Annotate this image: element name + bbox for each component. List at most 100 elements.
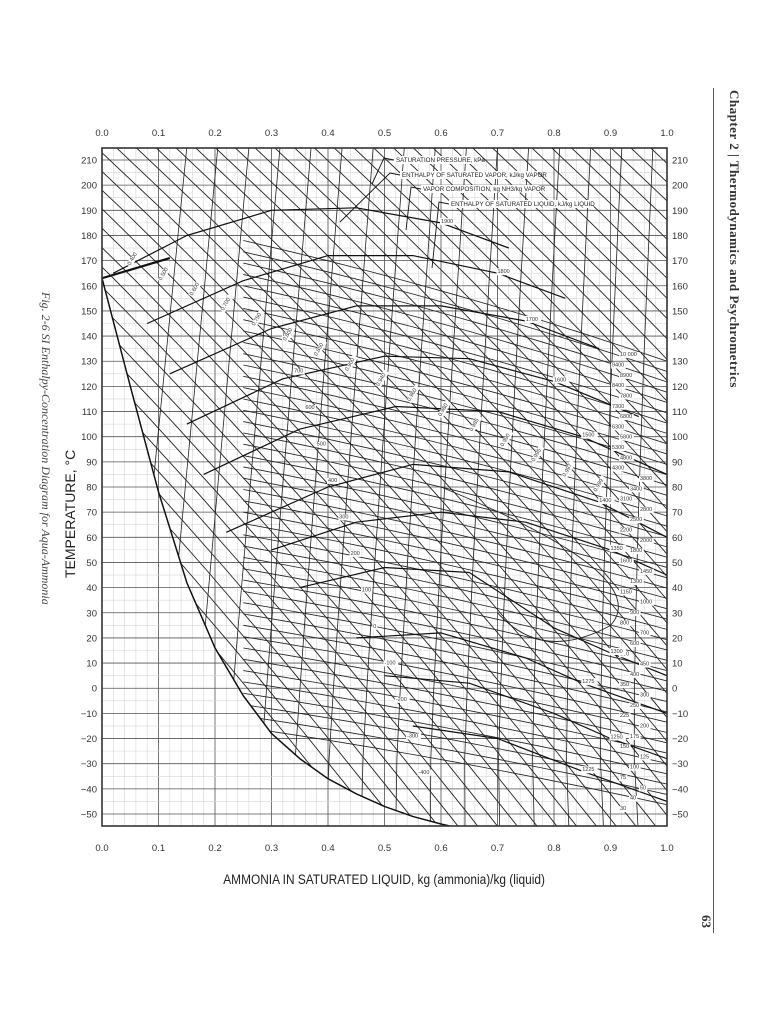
svg-text:120: 120 — [81, 382, 97, 393]
svg-text:100: 100 — [672, 432, 688, 443]
svg-text:2800: 2800 — [640, 507, 652, 513]
svg-text:-400: -400 — [418, 770, 429, 776]
svg-text:5800: 5800 — [620, 435, 632, 441]
svg-text:30: 30 — [86, 608, 97, 619]
svg-text:7800: 7800 — [620, 393, 632, 399]
y-axis-ticks-left: 2102001901801701601501401301201101009080… — [81, 156, 97, 821]
svg-text:300: 300 — [339, 514, 348, 520]
svg-text:0.750: 0.750 — [251, 312, 263, 327]
svg-text:0.3: 0.3 — [265, 843, 278, 854]
legend-callout-1: ENTHALPY OF SATURATED VAPOR, kJ/kg VAPOR — [402, 172, 547, 179]
svg-text:150: 150 — [672, 306, 688, 317]
x-axis-label: AMMONIA IN SATURATED LIQUID, kg (ammonia… — [223, 872, 545, 887]
svg-text:20: 20 — [672, 633, 683, 644]
svg-text:1225: 1225 — [582, 767, 594, 773]
svg-text:−20: −20 — [672, 734, 688, 745]
svg-text:0.6: 0.6 — [434, 128, 447, 139]
svg-text:8400: 8400 — [612, 383, 624, 389]
svg-text:0.900: 0.900 — [344, 357, 356, 372]
svg-text:190: 190 — [81, 206, 97, 217]
svg-text:90: 90 — [672, 457, 683, 468]
svg-text:0.5: 0.5 — [378, 843, 391, 854]
svg-text:−50: −50 — [672, 810, 688, 821]
svg-text:−30: −30 — [672, 759, 688, 770]
svg-text:0.4: 0.4 — [321, 128, 334, 139]
svg-text:40: 40 — [672, 583, 683, 594]
y-axis-ticks-right: 2102001901801701601501401301201101009080… — [672, 156, 688, 821]
svg-text:0: 0 — [672, 684, 677, 695]
svg-text:0: 0 — [373, 624, 376, 630]
svg-text:210: 210 — [81, 156, 97, 167]
svg-text:210: 210 — [672, 156, 688, 167]
svg-text:2200: 2200 — [620, 528, 632, 534]
svg-text:2500: 2500 — [630, 517, 642, 523]
svg-text:50: 50 — [672, 558, 683, 569]
svg-text:100: 100 — [81, 432, 97, 443]
svg-text:4800: 4800 — [620, 455, 632, 461]
svg-text:0.6: 0.6 — [434, 843, 447, 854]
svg-text:200: 200 — [672, 181, 688, 192]
svg-text:175: 175 — [630, 734, 639, 740]
svg-text:0.7: 0.7 — [491, 128, 504, 139]
svg-text:1275: 1275 — [582, 679, 594, 685]
svg-text:450: 450 — [640, 662, 649, 668]
svg-text:170: 170 — [81, 256, 97, 267]
svg-text:6300: 6300 — [612, 424, 624, 430]
svg-text:1900: 1900 — [441, 219, 453, 225]
svg-text:140: 140 — [672, 332, 688, 343]
svg-text:4300: 4300 — [612, 466, 624, 472]
svg-text:130: 130 — [81, 357, 97, 368]
svg-text:75: 75 — [620, 775, 626, 781]
svg-text:170: 170 — [672, 256, 688, 267]
svg-text:-300: -300 — [407, 733, 418, 739]
svg-text:−20: −20 — [81, 734, 97, 745]
svg-text:0.700: 0.700 — [220, 297, 232, 312]
svg-text:−10: −10 — [81, 709, 97, 720]
svg-text:1700: 1700 — [526, 317, 538, 323]
svg-text:1450: 1450 — [640, 569, 652, 575]
svg-text:90: 90 — [86, 457, 97, 468]
svg-text:40: 40 — [86, 583, 97, 594]
svg-text:1800: 1800 — [630, 548, 642, 554]
header-divider-line — [713, 88, 714, 933]
x-axis-ticks-top: 0.0 0.1 0.2 0.3 0.4 0.5 0.6 0.7 0.8 0.9 1.0 — [95, 128, 673, 139]
svg-text:180: 180 — [81, 231, 97, 242]
svg-text:5300: 5300 — [612, 445, 624, 451]
svg-text:1800: 1800 — [498, 269, 510, 275]
svg-text:225: 225 — [620, 713, 629, 719]
svg-text:1300: 1300 — [611, 649, 623, 655]
svg-text:150: 150 — [620, 744, 629, 750]
svg-text:800: 800 — [620, 620, 629, 626]
svg-text:0.2: 0.2 — [208, 128, 221, 139]
svg-text:1500: 1500 — [582, 433, 594, 439]
chart-curves — [102, 148, 667, 826]
svg-text:0.1: 0.1 — [152, 843, 165, 854]
svg-text:700: 700 — [294, 369, 303, 375]
svg-text:−40: −40 — [672, 784, 688, 795]
svg-text:600: 600 — [305, 405, 314, 411]
svg-text:1250: 1250 — [611, 735, 623, 741]
svg-text:9400: 9400 — [612, 363, 624, 369]
svg-text:1000: 1000 — [640, 600, 652, 606]
svg-text:7300: 7300 — [612, 404, 624, 410]
svg-text:0.8: 0.8 — [547, 128, 560, 139]
svg-text:600: 600 — [630, 641, 639, 647]
svg-text:10 000: 10 000 — [620, 352, 637, 358]
svg-text:0: 0 — [92, 684, 97, 695]
svg-text:0.2: 0.2 — [208, 843, 221, 854]
svg-text:0.985: 0.985 — [469, 418, 481, 433]
svg-text:0.980: 0.980 — [438, 403, 450, 418]
svg-text:40: 40 — [630, 796, 636, 802]
svg-text:0.8: 0.8 — [547, 843, 560, 854]
svg-text:0.940: 0.940 — [375, 372, 387, 387]
legend-callout-0: SATURATION PRESSURE, kPa — [396, 157, 485, 164]
svg-text:70: 70 — [86, 508, 97, 519]
svg-text:200: 200 — [81, 181, 97, 192]
svg-text:2000: 2000 — [640, 538, 652, 544]
svg-text:−40: −40 — [81, 784, 97, 795]
svg-text:700: 700 — [640, 631, 649, 637]
svg-text:1600: 1600 — [554, 377, 566, 383]
svg-text:30: 30 — [620, 806, 626, 812]
svg-text:3100: 3100 — [620, 497, 632, 503]
svg-text:0.7: 0.7 — [491, 843, 504, 854]
